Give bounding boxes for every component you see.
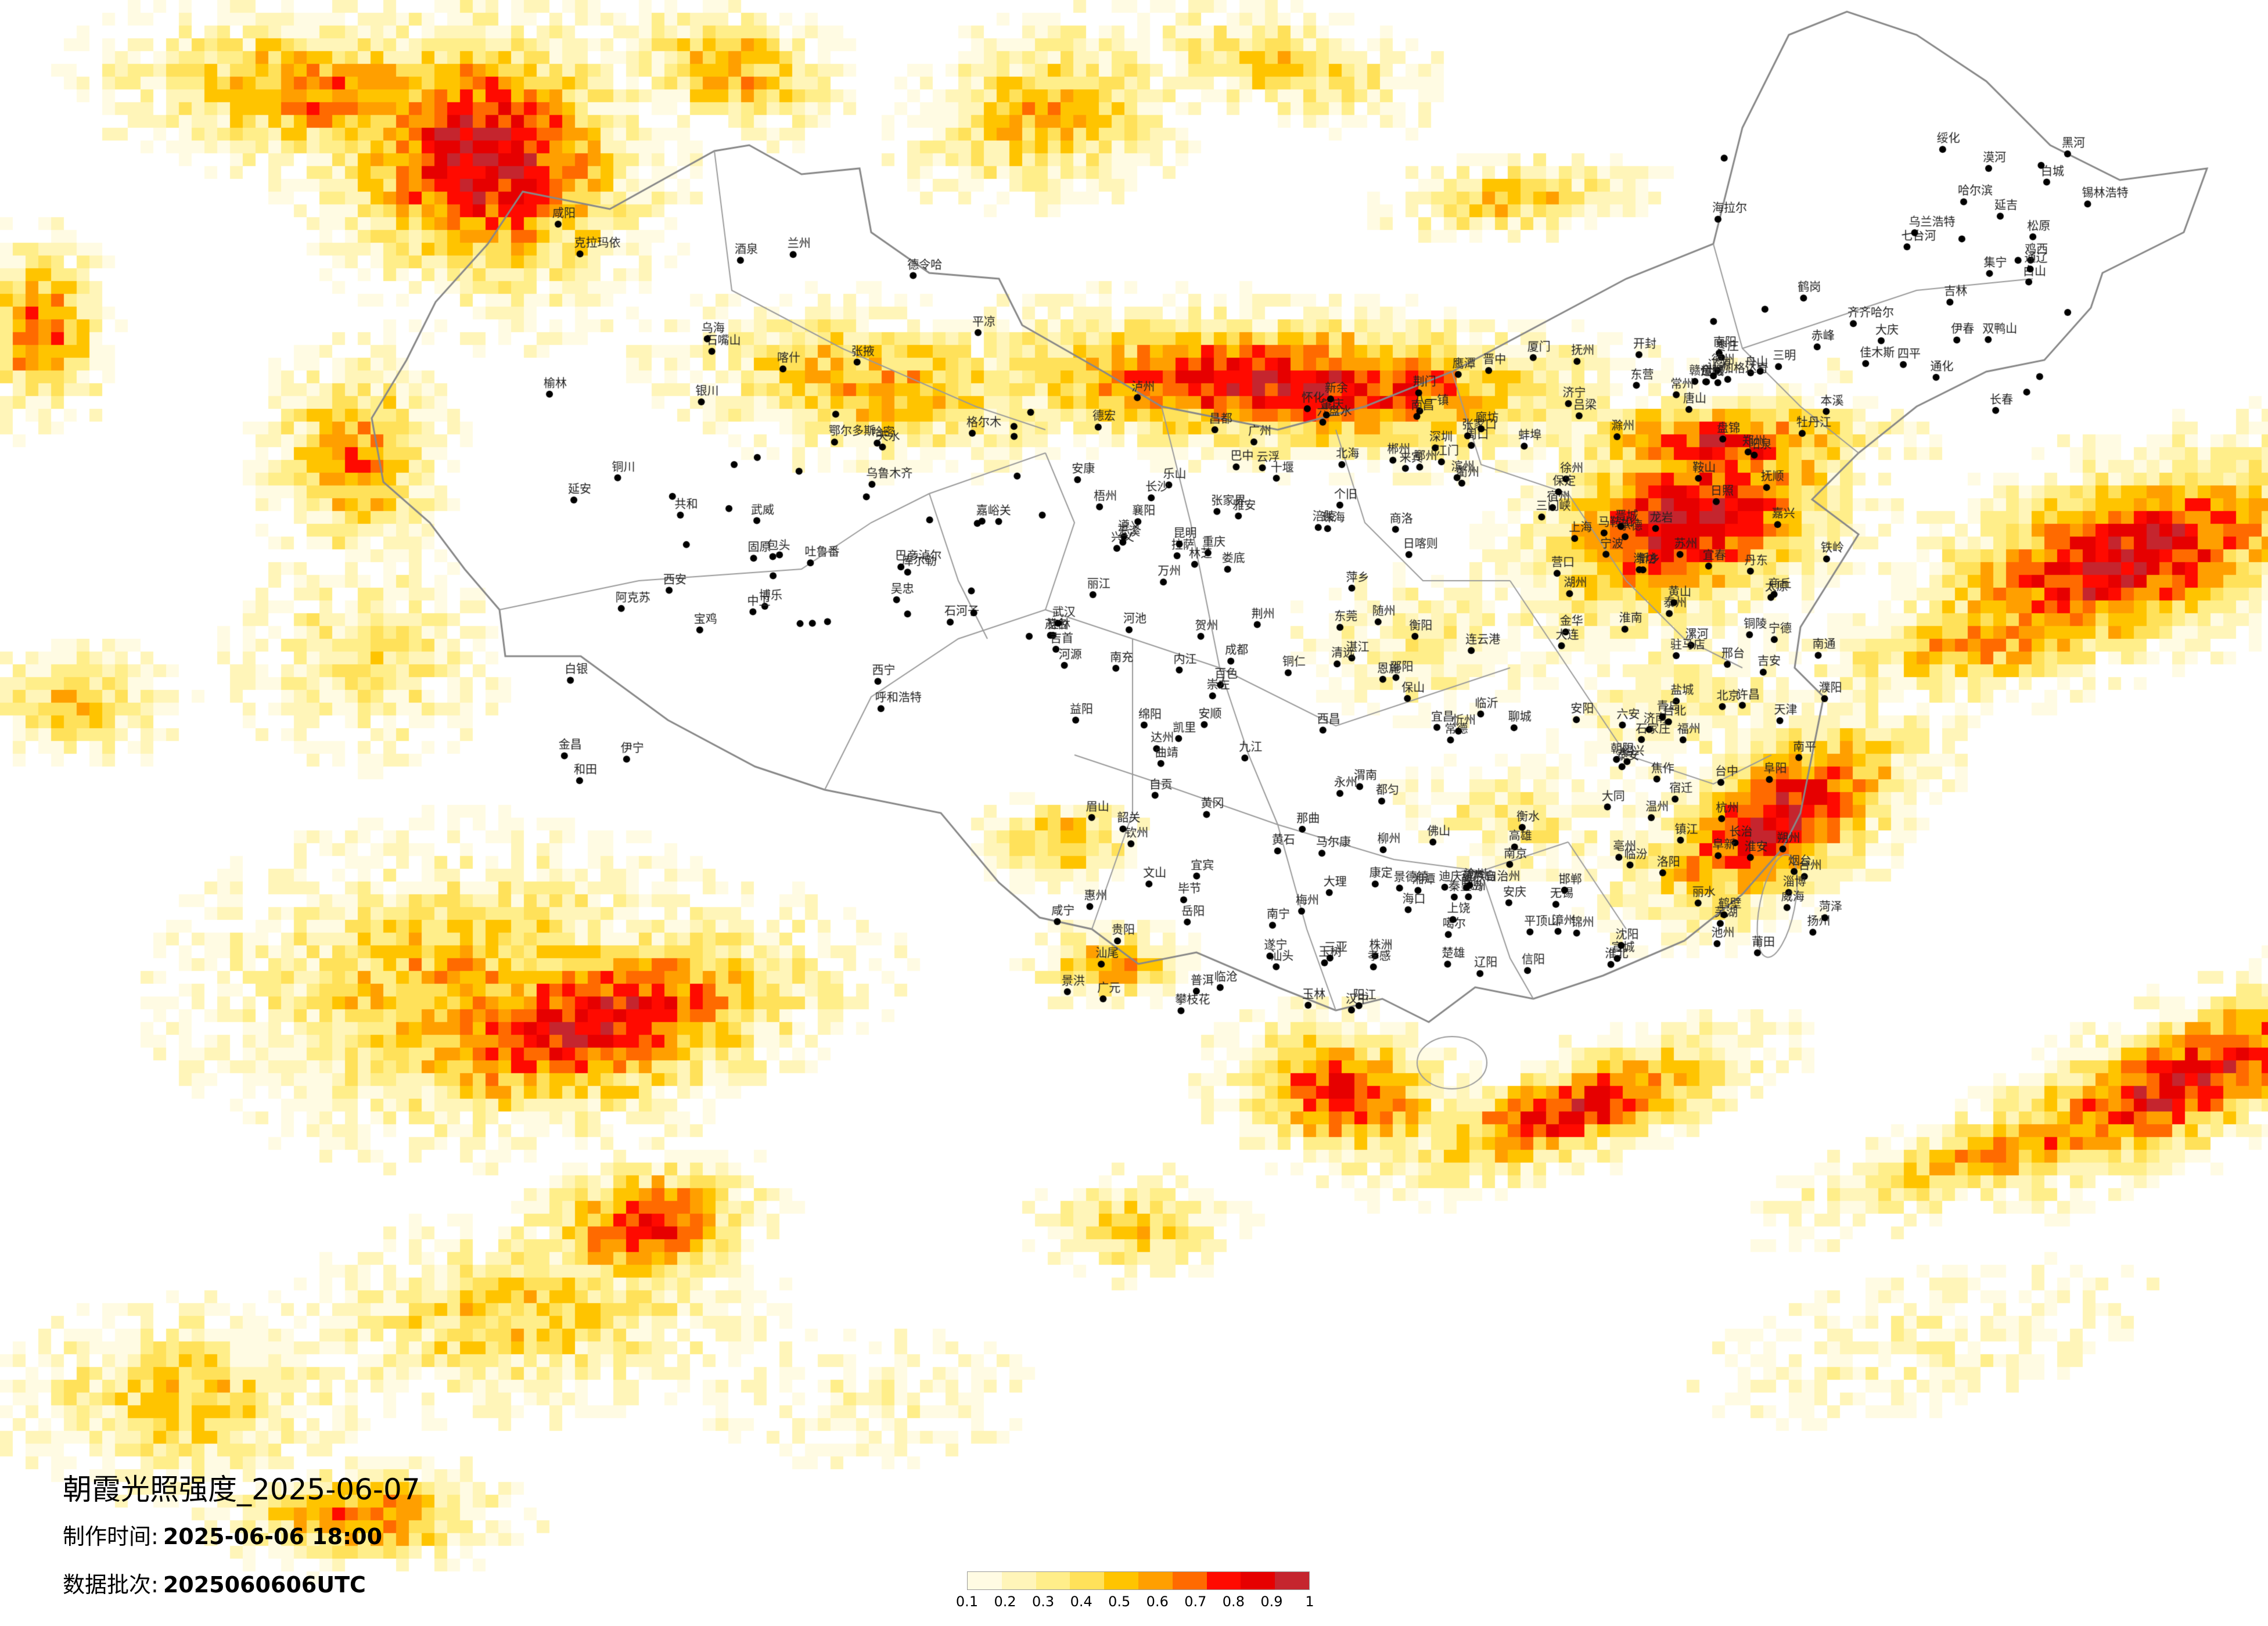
colorbar-swatch	[1138, 1572, 1173, 1589]
colorbar-ticks: 0.1 0.2 0.3 0.4 0.5 0.6 0.7 0.8 0.9 1	[956, 1590, 1314, 1611]
colorbar-swatch	[1241, 1572, 1275, 1589]
colorbar-tick-label: 0.3	[1032, 1593, 1055, 1610]
colorbar-swatch	[1275, 1572, 1309, 1589]
colorbar-tick-label: 0.7	[1184, 1593, 1207, 1610]
data-batch: 数据批次: 2025060606UTC	[63, 1567, 366, 1599]
colorbar-swatch	[1001, 1572, 1036, 1589]
colorbar-tick-label: 0.1	[955, 1593, 979, 1610]
issue-time-label: 制作时间:	[63, 1524, 159, 1549]
colorbar-swatch	[1206, 1572, 1241, 1589]
issue-time-value: 2025-06-06 18:00	[163, 1524, 383, 1549]
data-batch-label: 数据批次:	[63, 1572, 159, 1598]
colorbar-swatch	[1172, 1572, 1207, 1589]
colorbar-tick-label: 0.4	[1070, 1593, 1092, 1610]
colorbar-tick-label: 0.6	[1146, 1593, 1169, 1610]
colorbar-tick-label: 0.8	[1222, 1593, 1245, 1610]
colorbar-swatch	[968, 1572, 1002, 1589]
data-batch-value: 2025060606UTC	[163, 1572, 366, 1598]
colorbar-swatches	[967, 1571, 1310, 1590]
colorbar-swatch	[1104, 1572, 1138, 1589]
colorbar-tick-label: 0.9	[1260, 1593, 1283, 1610]
colorbar-tick-label: 0.2	[994, 1593, 1016, 1610]
issue-time: 制作时间: 2025-06-06 18:00	[63, 1519, 382, 1551]
colorbar-swatch	[1070, 1572, 1105, 1589]
colorbar-tick-label: 1	[1305, 1593, 1314, 1610]
colorbar-swatch	[1036, 1572, 1070, 1589]
colorbar-legend: 0.1 0.2 0.3 0.4 0.5 0.6 0.7 0.8 0.9 1	[956, 1571, 1314, 1612]
colorbar-tick-label: 0.5	[1108, 1593, 1131, 1610]
map-title: 朝霞光照强度_2025-06-07	[63, 1473, 420, 1506]
